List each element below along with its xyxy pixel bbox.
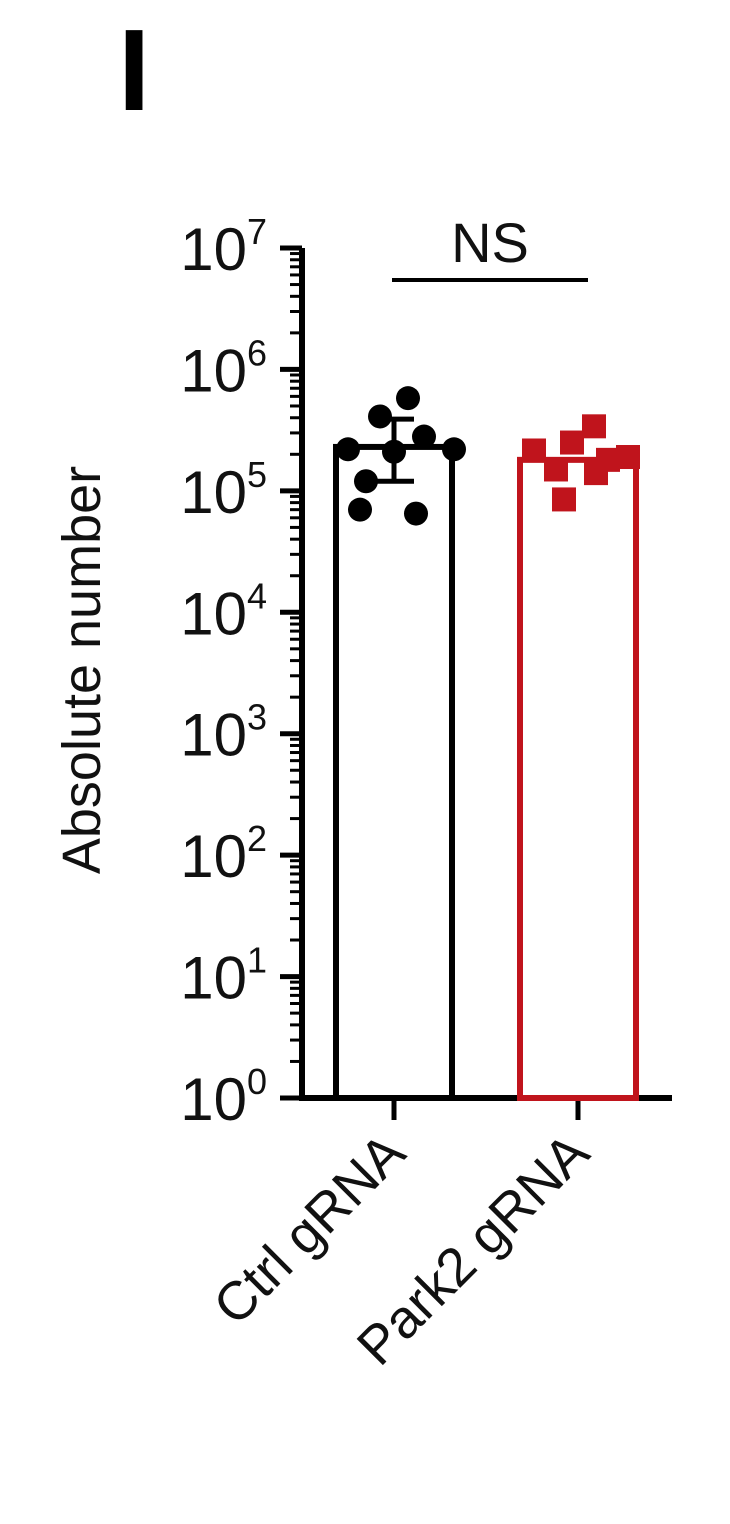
bars <box>333 443 639 1102</box>
data-point <box>552 487 576 512</box>
y-tick-label: 104 <box>180 575 267 647</box>
y-tick-label: 105 <box>180 454 267 526</box>
y-tick-label: 101 <box>180 940 267 1012</box>
y-tick-label: 102 <box>180 818 267 890</box>
data-points <box>336 386 640 526</box>
data-point <box>442 437 466 462</box>
y-tick-label: 106 <box>180 332 267 404</box>
bar-park2 <box>517 456 639 1102</box>
y-tick-label: 107 <box>180 211 267 283</box>
panel-label: I <box>118 5 151 135</box>
data-point <box>584 461 608 486</box>
data-point <box>404 501 428 526</box>
significance-annotation: NS <box>392 211 588 282</box>
data-point <box>582 414 606 439</box>
data-point <box>354 469 378 494</box>
data-point <box>382 439 406 464</box>
bar-ctrl <box>333 443 455 1101</box>
data-point <box>368 404 392 429</box>
y-tick-label: 103 <box>180 697 267 769</box>
data-point <box>560 430 584 455</box>
data-point <box>348 497 372 522</box>
data-point <box>336 437 360 462</box>
y-tick-label: 100 <box>180 1061 267 1133</box>
data-point <box>412 424 436 449</box>
data-point <box>544 457 568 482</box>
significance-label: NS <box>451 211 529 274</box>
y-axis-title: Absolute number <box>52 466 112 874</box>
data-point <box>396 386 420 411</box>
y-axis: 100 101 102 103 104 105 106 107 <box>180 211 305 1133</box>
data-point <box>522 438 546 463</box>
